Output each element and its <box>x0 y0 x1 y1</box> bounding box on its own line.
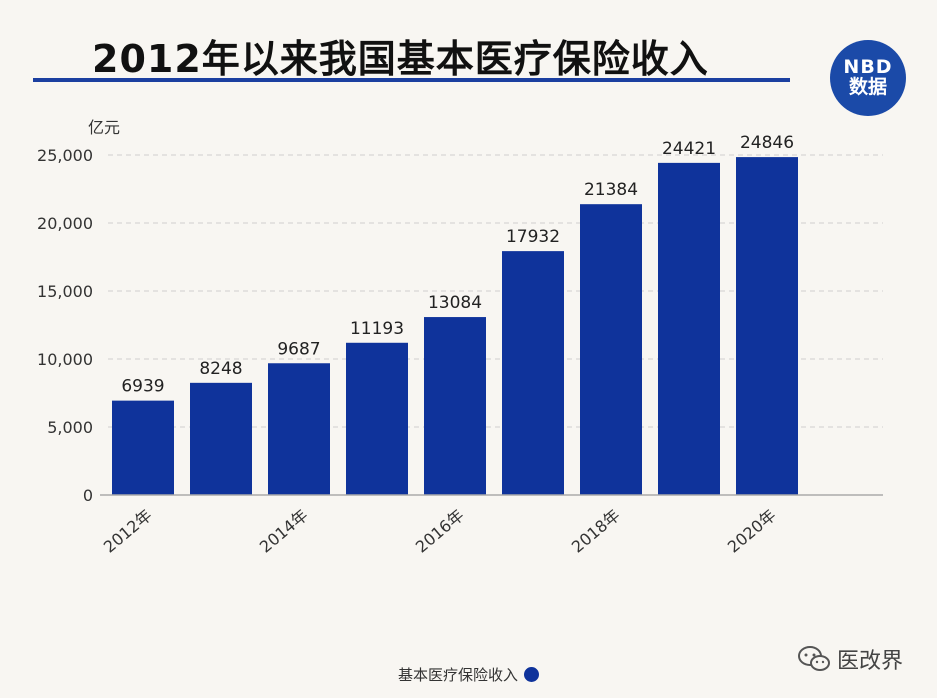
data-labels: 6939 8248 9687 11193 13084 17932 21384 24421 248… <box>121 133 794 397</box>
y-axis-unit-label: 亿元 <box>88 118 120 137</box>
logo-line1: NBD <box>843 56 893 79</box>
chart-title: 2012年以来我国基本医疗保险收入 <box>92 37 709 81</box>
wechat-icon <box>798 646 830 671</box>
bars <box>112 157 798 496</box>
data-label: 24846 <box>740 133 794 153</box>
bar <box>190 382 252 495</box>
x-axis-ticks: 2012年 2014年 2016年 2018年 2020年 <box>100 506 780 557</box>
data-label: 24421 <box>662 139 716 159</box>
y-tick-label: 0 <box>83 486 93 505</box>
y-axis-ticks: 0 5,000 10,000 15,000 20,000 25,000 <box>37 146 93 505</box>
data-label: 17932 <box>506 227 560 247</box>
bar <box>268 363 330 495</box>
bar <box>736 157 798 495</box>
y-tick-label: 20,000 <box>37 214 93 233</box>
bar <box>346 342 408 495</box>
bar <box>658 162 720 496</box>
y-tick-label: 10,000 <box>37 350 93 369</box>
bar <box>424 317 486 495</box>
title-underline <box>33 78 790 82</box>
x-tick-label: 2016年 <box>412 506 468 557</box>
x-tick-label: 2020年 <box>724 506 780 557</box>
bar <box>580 204 642 495</box>
x-tick-label: 2018年 <box>568 506 624 557</box>
legend-label: 基本医疗保险收入 <box>397 666 518 684</box>
data-label: 21384 <box>584 180 638 200</box>
x-tick-label: 2014年 <box>256 506 312 557</box>
data-label: 6939 <box>121 377 164 397</box>
legend: 基本医疗保险收入 <box>0 664 937 685</box>
data-label: 11193 <box>350 319 404 339</box>
nbd-logo: NBD 数据 <box>830 40 906 116</box>
source-text: 医改界 <box>837 649 904 674</box>
y-tick-label: 5,000 <box>47 418 93 437</box>
bar <box>112 400 174 495</box>
x-tick-label: 2012年 <box>100 506 156 557</box>
data-label: 13084 <box>428 293 482 313</box>
source-attribution: 医改界 <box>797 643 903 675</box>
y-tick-label: 15,000 <box>37 282 93 301</box>
y-tick-label: 25,000 <box>37 146 93 165</box>
bar <box>502 251 564 495</box>
logo-line2: 数据 <box>848 76 887 98</box>
data-label: 8248 <box>199 359 242 379</box>
legend-swatch <box>524 667 539 682</box>
data-label: 9687 <box>277 339 320 359</box>
